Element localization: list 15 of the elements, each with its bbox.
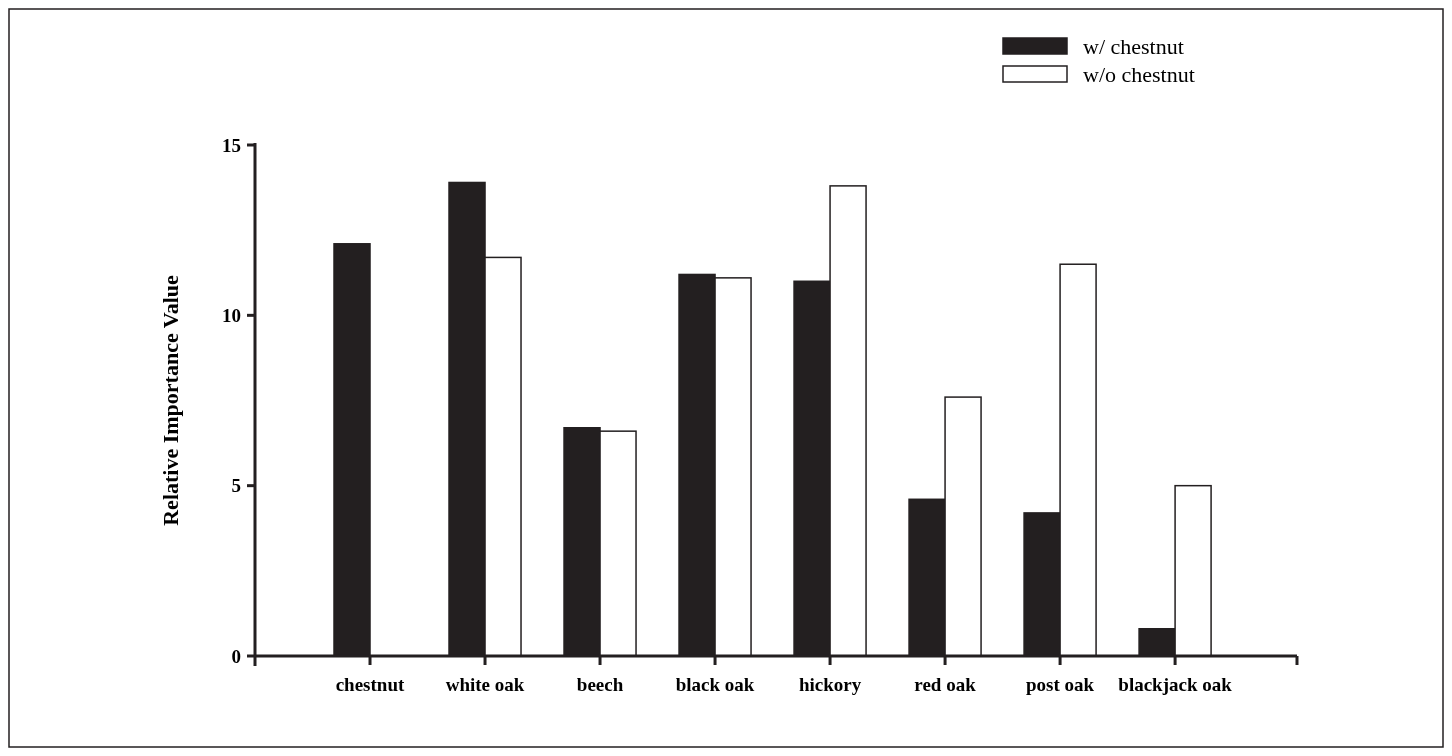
x-tick-label: chestnut <box>335 674 405 695</box>
x-tick-label: white oak <box>445 674 525 695</box>
x-tick-label: blackjack oak <box>1118 674 1233 695</box>
x-tick-label: beech <box>576 674 624 695</box>
y-tick-label: 10 <box>222 304 241 326</box>
legend-label: w/o chestnut <box>1083 61 1195 87</box>
y-tick-label: 5 <box>231 475 241 497</box>
x-tick-label: red oak <box>914 674 977 695</box>
legend-label: w/ chestnut <box>1083 33 1184 59</box>
y-tick-label: 0 <box>231 645 241 667</box>
x-tick-label: black oak <box>675 674 755 695</box>
x-tick-label: post oak <box>1026 674 1095 695</box>
y-tick-label: 15 <box>222 134 241 156</box>
x-tick-label: hickory <box>798 674 862 695</box>
y-axis-title: Relative Importance Value <box>158 275 183 526</box>
